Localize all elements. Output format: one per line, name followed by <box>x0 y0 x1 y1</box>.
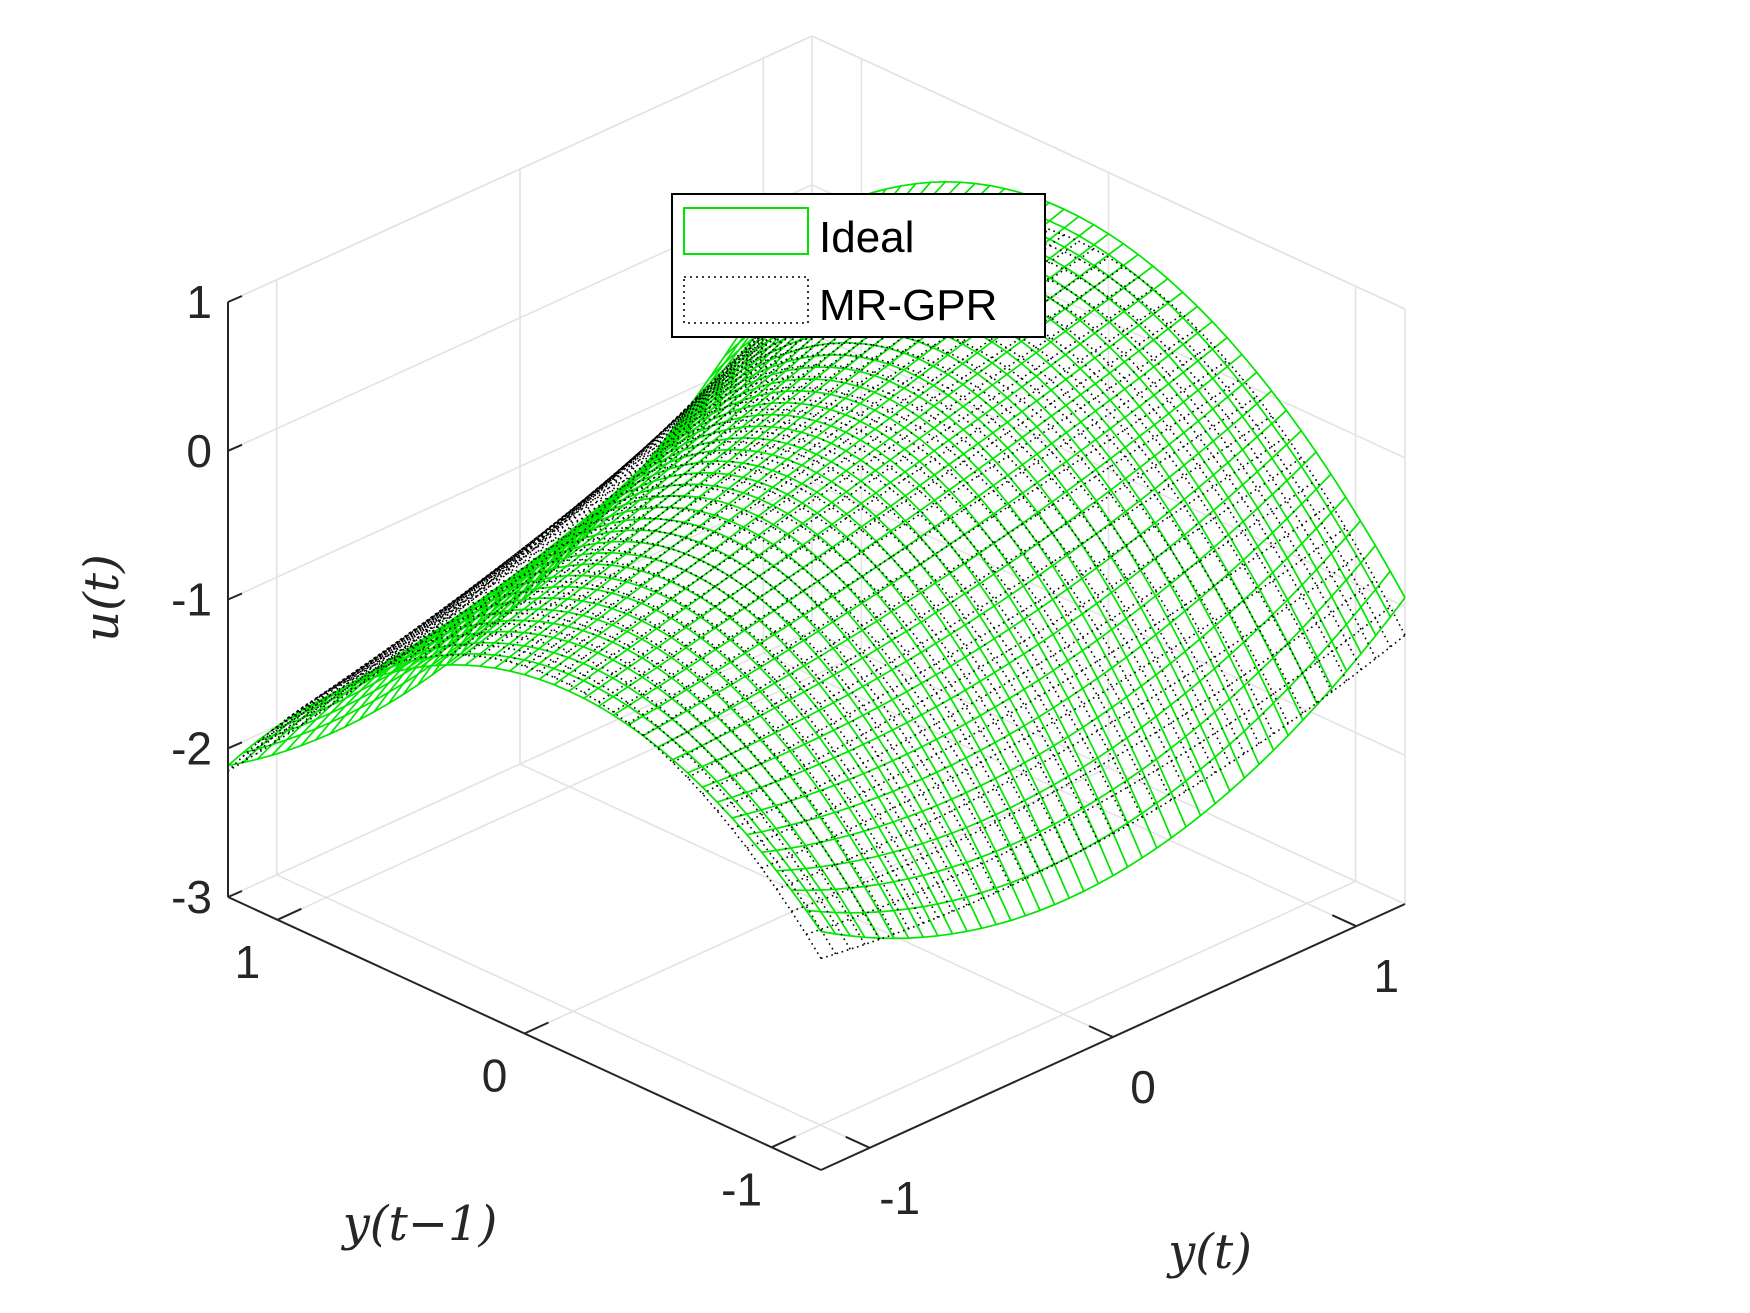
tick-labels: -3 -2 -1 0 1 -1 0 1 -1 0 1 <box>171 276 1399 1224</box>
z-tick-label-0: -3 <box>171 871 212 923</box>
ideal-mesh-col-7 <box>329 585 924 938</box>
mr-gpr-mesh-row-0 <box>820 634 1406 960</box>
mr-gpr-mesh-row-15 <box>598 313 1184 703</box>
ideal-mesh-col-9 <box>358 563 954 935</box>
x-tick-2 <box>1331 914 1357 928</box>
mr-gpr-mesh-col-22 <box>548 419 1143 818</box>
ideal-mesh-col-22 <box>548 413 1143 859</box>
mr-gpr-mesh-col-39 <box>796 227 1392 648</box>
ideal-mesh-col-25 <box>592 378 1187 828</box>
ideal-surface-mesh <box>227 180 1406 940</box>
mr-gpr-mesh-col-21 <box>534 430 1129 826</box>
mr-gpr-mesh-col-8 <box>344 569 939 918</box>
x-tick-1 <box>1088 1025 1114 1038</box>
mr-gpr-mesh-col-31 <box>680 319 1275 735</box>
mr-gpr-mesh-row-12 <box>642 360 1228 736</box>
y-tick-label-0: -1 <box>721 1163 762 1215</box>
mr-gpr-mesh-col-2 <box>256 633 851 950</box>
y-tick-label-2: 1 <box>235 936 261 988</box>
grid-floor-y-0 <box>771 880 1356 1149</box>
mr-gpr-mesh-col-30 <box>665 331 1260 745</box>
legend-swatch-mr-gpr <box>683 276 809 324</box>
mr-gpr-mesh-col-17 <box>475 473 1070 858</box>
ideal-mesh-col-6 <box>314 597 910 939</box>
z-tick-label-4: 1 <box>186 276 212 328</box>
mr-gpr-mesh-col-27 <box>621 364 1216 774</box>
mr-gpr-mesh-row-18 <box>553 276 1139 679</box>
mr-gpr-mesh-row-30 <box>375 216 961 670</box>
ideal-mesh-col-27 <box>621 354 1216 804</box>
z-tick-1 <box>227 741 243 750</box>
mr-gpr-mesh-row-3 <box>776 552 1361 890</box>
legend-label-ideal: Ideal <box>819 213 914 262</box>
y-tick-1 <box>524 1021 549 1035</box>
mr-gpr-mesh-col-11 <box>388 537 983 900</box>
ideal-mesh-col-24 <box>577 390 1173 839</box>
grid-box-edge-top-side <box>811 35 1406 310</box>
ideal-mesh-col-23 <box>563 401 1158 849</box>
mr-gpr-mesh-row-4 <box>761 527 1347 869</box>
ideal-mesh-col-3 <box>271 630 866 938</box>
mr-gpr-mesh-row-22 <box>494 240 1080 660</box>
ideal-mesh-col-13 <box>417 517 1012 921</box>
mr-gpr-mesh-row-24 <box>464 228 1050 656</box>
ideal-mesh-col-5 <box>300 608 895 939</box>
x-axis-label: y(t) <box>1166 1224 1252 1280</box>
mr-gpr-mesh-col-36 <box>753 262 1348 682</box>
grid-box-edge-top-back <box>227 35 813 303</box>
mr-gpr-mesh-row-13 <box>627 343 1213 724</box>
mr-gpr-mesh-col-18 <box>490 462 1085 850</box>
axes <box>227 295 1406 1171</box>
mr-gpr-mesh-row-32 <box>346 220 932 683</box>
z-tick-label-1: -2 <box>171 722 212 774</box>
legend-swatch-ideal <box>683 207 809 255</box>
mr-gpr-mesh-row-31 <box>360 218 946 676</box>
x-tick-label-0: -1 <box>879 1172 920 1224</box>
y-tick-2 <box>276 907 302 921</box>
mr-gpr-mesh-row-27 <box>420 218 1006 659</box>
ideal-mesh-col-30 <box>665 317 1260 765</box>
z-tick-label-2: -1 <box>171 574 212 626</box>
mr-gpr-mesh-row-7 <box>716 457 1302 812</box>
mr-gpr-mesh-col-5 <box>300 601 895 935</box>
x-tick-label-1: 0 <box>1130 1061 1156 1113</box>
z-tick-2 <box>227 592 243 601</box>
z-tick-4 <box>227 295 243 303</box>
z-axis-label: u(t) <box>74 554 130 642</box>
legend-box <box>671 193 1046 338</box>
mr-gpr-mesh-col-28 <box>636 353 1231 764</box>
y-tick-0 <box>771 1135 797 1149</box>
grid-backwall-z-0 <box>227 630 813 898</box>
y-axis-label: y(t−1) <box>341 1196 498 1252</box>
grid-sidewall-z-0 <box>811 630 1406 905</box>
mr-gpr-mesh-col-29 <box>650 342 1246 754</box>
mr-gpr-mesh-col-26 <box>607 375 1202 783</box>
mr-gpr-mesh-row-8 <box>702 435 1287 795</box>
mr-gpr-mesh-col-12 <box>402 527 997 893</box>
grid-floor-y-2 <box>277 653 862 921</box>
z-tick-label-3: 0 <box>186 425 212 477</box>
mr-gpr-mesh-row-6 <box>731 479 1317 830</box>
mr-gpr-mesh-row-1 <box>805 606 1391 936</box>
mr-gpr-mesh-col-37 <box>767 251 1362 671</box>
mr-gpr-mesh-col-13 <box>417 516 1012 887</box>
legend-label-mr-gpr: MR-GPR <box>819 281 997 330</box>
z-tick-0 <box>227 890 243 898</box>
ideal-mesh-col-26 <box>606 366 1202 816</box>
x-tick-0 <box>845 1135 871 1149</box>
ideal-mesh-col-11 <box>387 540 983 929</box>
mr-gpr-mesh-row-25 <box>449 224 1035 656</box>
mr-gpr-mesh-row-21 <box>509 248 1095 663</box>
mr-gpr-mesh-col-16 <box>461 484 1056 865</box>
ideal-mesh-col-40 <box>811 180 1406 599</box>
legend: Ideal MR-GPR <box>671 193 1046 338</box>
grid-sidewall-z-2 <box>811 332 1406 608</box>
y-tick-label-1: 0 <box>482 1050 508 1102</box>
x-tick-label-2: 1 <box>1374 950 1400 1002</box>
z-tick-3 <box>227 443 243 452</box>
